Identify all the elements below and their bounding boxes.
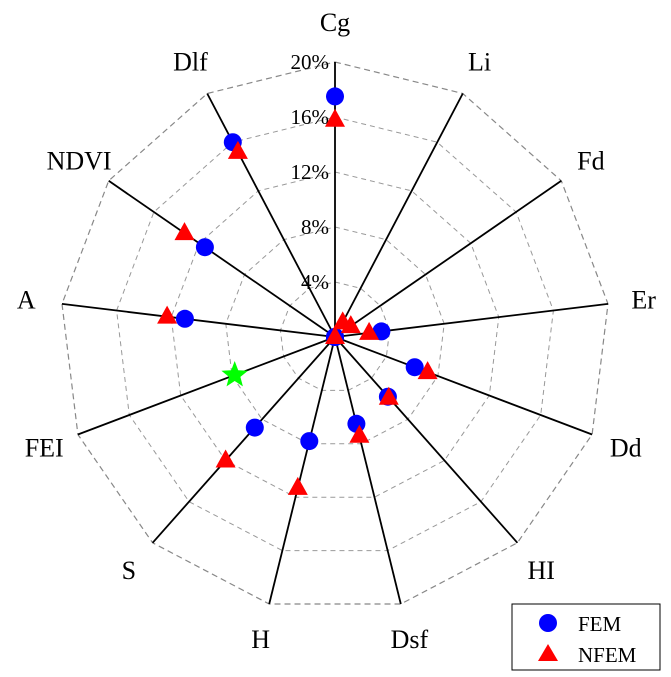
spoke: [334, 93, 464, 338]
tick-label: 16%: [291, 105, 330, 129]
data-point-nfem: [417, 361, 438, 380]
tick-label: 20%: [291, 50, 330, 74]
axis-label: Er: [631, 286, 656, 315]
data-point-nfem: [349, 424, 370, 443]
axis-label: Li: [468, 48, 491, 77]
axis-label: H: [251, 625, 270, 654]
grid: [61, 61, 609, 605]
tick-labels: 4% 8% 12% 16% 20%: [291, 50, 330, 294]
spoke: [77, 336, 336, 436]
data-point-nfem: [227, 140, 248, 159]
axis-label: S: [122, 556, 136, 585]
spoke: [61, 303, 336, 338]
data-point-fem: [195, 238, 214, 257]
legend-label-fem: FEM: [578, 612, 622, 636]
spoke: [108, 180, 336, 338]
data-point-nfem: [325, 108, 345, 127]
axis-label: FEI: [25, 433, 64, 462]
axis-label: A: [17, 286, 36, 315]
axis-label: NDVI: [47, 146, 112, 175]
grid-ring: [225, 226, 445, 445]
axis-labels: Cg Li Fd Er Dd HI Dsf H S FEI A NDVI Dlf: [17, 8, 656, 654]
tick-label: 4%: [301, 270, 329, 294]
legend-marker-fem: [539, 614, 557, 632]
legend-box: [511, 603, 661, 671]
legend-label-nfem: NFEM: [578, 643, 637, 667]
spoke: [334, 336, 402, 605]
axis-label: HI: [527, 556, 554, 585]
data-point-fem: [372, 322, 391, 341]
data-markers: [157, 87, 438, 495]
grid-ring: [279, 281, 391, 391]
data-point-nfem: [215, 449, 236, 468]
spoke: [334, 180, 562, 338]
spoke: [206, 93, 336, 338]
spoke: [151, 336, 336, 544]
spoke: [334, 336, 593, 436]
legend: FEM NFEM: [511, 603, 661, 671]
tick-label: 8%: [301, 215, 329, 239]
data-point-fem: [326, 87, 344, 106]
spoke: [334, 336, 519, 544]
data-point-nfem: [340, 315, 361, 334]
axis-label: Dlf: [173, 48, 208, 77]
grid-ring: [116, 116, 554, 552]
data-point-nfem: [378, 386, 399, 405]
data-point-fem: [405, 358, 424, 377]
data-point-nfem: [287, 476, 308, 495]
data-point-fem: [175, 309, 194, 328]
axis-label: Cg: [320, 8, 350, 37]
data-point-star: [221, 361, 248, 387]
axis-label: Dd: [610, 433, 642, 462]
data-point-fem: [300, 432, 319, 451]
data-point-fem: [245, 418, 264, 437]
spokes: [61, 62, 609, 605]
axis-label: Fd: [577, 146, 604, 175]
data-point-nfem: [174, 222, 195, 241]
data-point-nfem: [157, 305, 178, 324]
spoke: [268, 336, 336, 605]
data-point-fem: [347, 414, 366, 433]
data-point-nfem: [359, 321, 380, 340]
grid-ring: [61, 61, 609, 605]
data-point-nfem: [325, 326, 345, 344]
legend-marker-nfem: [538, 644, 558, 661]
tick-label: 12%: [291, 160, 330, 184]
axis-label: Dsf: [391, 625, 429, 654]
grid-ring: [170, 171, 500, 498]
